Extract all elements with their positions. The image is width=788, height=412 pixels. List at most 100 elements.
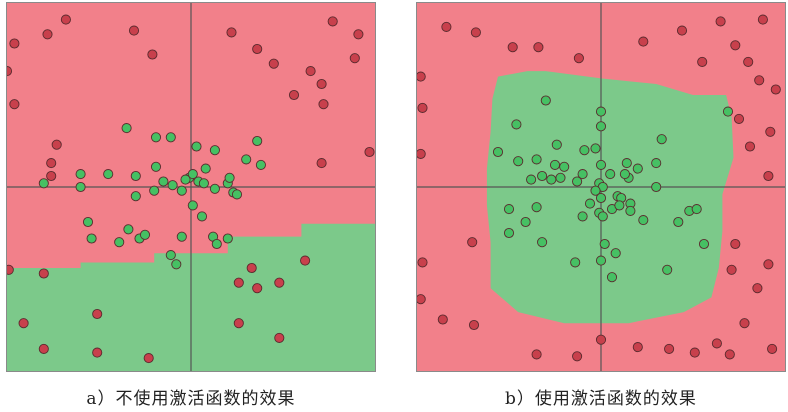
point-a-red-24 [252,283,263,294]
point-b-green-24 [537,170,548,182]
point-b-green-7 [492,146,504,158]
point-a-red-14 [349,53,360,64]
point-a-green-8 [255,159,266,170]
point-b-green-4 [511,119,522,130]
point-a-red-23 [38,268,49,279]
point-a-green-0 [121,123,132,134]
point-b-red-1 [470,27,481,38]
point-b-green-44 [691,204,702,215]
point-b-green-51 [537,237,548,248]
point-a-green-4 [191,141,202,152]
point-b-green-6 [651,158,662,169]
point-a-red-29 [18,318,29,329]
point-a-green-37 [222,233,233,244]
point-a-green-19 [209,183,220,194]
point-b-red-26 [752,283,763,294]
point-a-green-10 [130,170,141,182]
point-a-red-13 [316,78,327,90]
point-a-green-39 [139,229,151,240]
point-a-red-18 [51,139,62,150]
point-b-green-37 [577,211,588,222]
point-a-red-1 [42,29,53,40]
point-b-green-38 [597,211,608,222]
point-b-red-21 [467,237,478,248]
point-a-green-31 [130,191,141,202]
point-b-green-48 [662,264,673,275]
point-a-green-16 [187,169,198,180]
point-b-red-36 [664,343,675,354]
point-a-red-20 [46,170,57,182]
point-a-red-6 [226,27,237,38]
point-a-green-33 [123,224,134,235]
point-b-red-37 [689,347,700,358]
point-a-red-4 [128,25,140,36]
point-a-red-11 [305,66,316,77]
point-a-red-22 [7,264,14,275]
point-b-green-47 [698,238,710,250]
point-b-green-50 [570,257,581,268]
point-a-green-23 [224,172,235,183]
point-b-red-23 [763,259,774,270]
point-a-red-27 [274,277,285,288]
point-b-green-29 [595,192,607,204]
point-a-red-3 [7,66,13,77]
point-a-green-24 [38,178,49,189]
point-b-green-15 [559,161,570,172]
point-a-red-26 [246,262,257,274]
point-a-green-22 [231,189,243,200]
point-b-green-14 [549,159,561,170]
point-a-green-14 [176,185,187,196]
point-a-green-27 [180,174,191,185]
point-b-red-10 [697,56,708,67]
point-a-red-34 [274,332,285,343]
point-a-green-40 [114,237,125,248]
point-a-red-17 [316,158,327,169]
point-a-red-30 [92,308,103,320]
point-b-red-32 [767,343,778,354]
point-b-red-27 [417,294,426,305]
point-b-red-15 [417,71,426,82]
point-a-green-28 [200,163,211,174]
panel-b-plot [416,2,786,372]
point-a-red-16 [9,99,20,110]
point-b-green-2 [722,106,734,117]
point-b-green-33 [619,169,630,180]
point-b-red-19 [417,148,426,159]
point-b-green-16 [595,159,607,170]
point-b-green-3 [595,121,607,132]
point-a-red-0 [60,14,71,25]
point-b-red-8 [757,14,768,25]
point-b-red-9 [730,40,741,51]
point-a-green-26 [75,169,86,180]
point-a-green-11 [149,185,160,196]
point-b-red-31 [711,338,722,349]
point-b-green-53 [503,204,515,215]
scatter-plot-a [7,3,375,371]
panel-a-plot [6,2,376,372]
point-b-green-49 [610,248,621,259]
point-a-green-32 [82,216,94,228]
point-a-red-19 [46,158,57,169]
point-b-red-4 [573,53,584,64]
point-a-green-41 [86,233,97,244]
point-b-green-30 [584,198,596,209]
point-b-red-16 [733,113,745,124]
point-b-green-46 [673,216,684,228]
point-b-green-55 [599,238,610,250]
point-b-green-57 [606,272,618,283]
point-b-red-13 [770,84,781,95]
point-a-green-35 [176,231,187,242]
point-b-green-10 [590,143,601,154]
point-a-green-2 [165,132,176,143]
point-a-red-2 [9,38,20,49]
point-b-red-28 [437,314,448,325]
point-a-green-29 [187,200,198,211]
point-b-red-29 [468,319,480,331]
point-a-red-9 [353,29,364,40]
point-a-red-15 [318,99,329,110]
point-b-red-14 [417,102,428,113]
point-a-red-21 [364,146,375,158]
point-b-green-1 [595,106,607,117]
point-b-green-45 [638,215,649,226]
